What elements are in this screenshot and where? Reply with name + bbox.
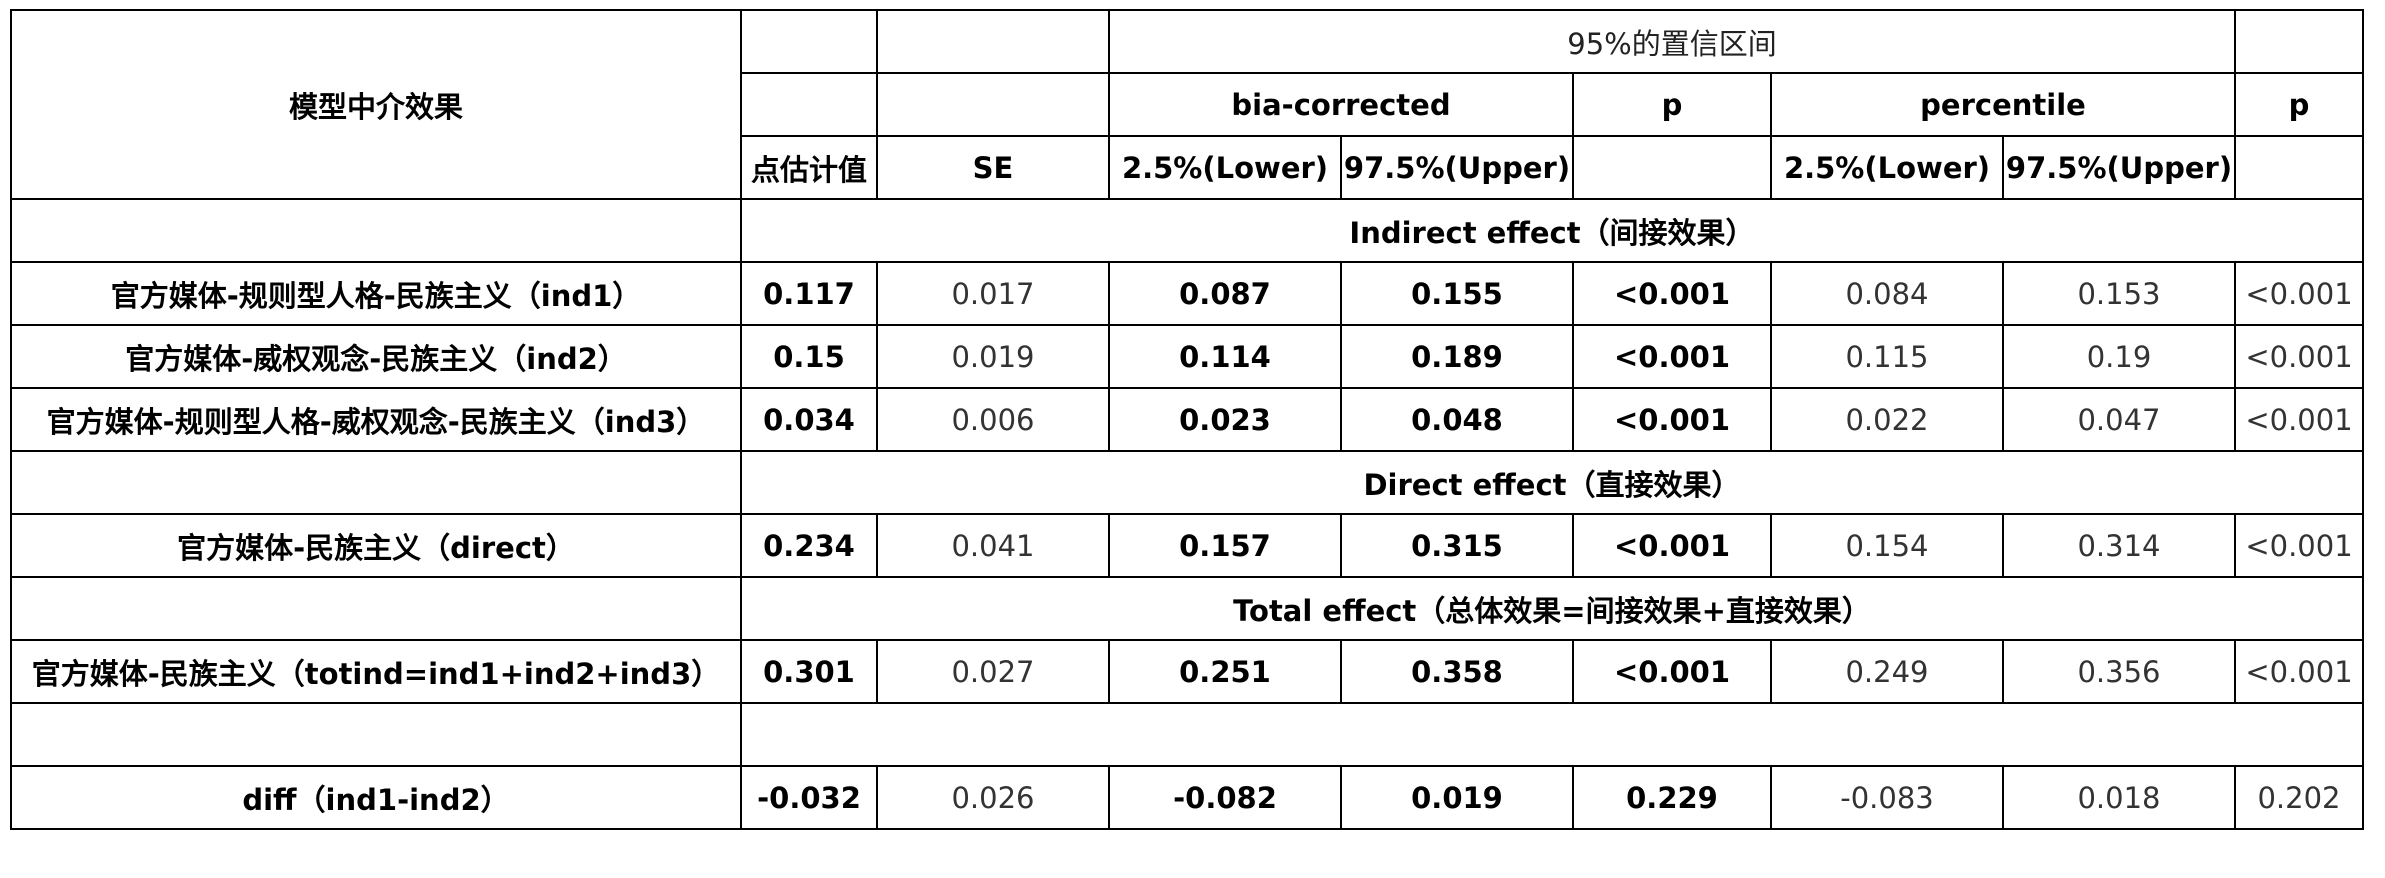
pc-lower-cell: 0.154 — [1770, 513, 2004, 578]
pc-p-cell: 0.202 — [2234, 765, 2364, 830]
header-row-1: 模型中介效果 95%的置信区间 — [10, 9, 2364, 200]
bc-upper-cell: 0.048 — [1340, 387, 1574, 452]
bc-upper-cell: 0.315 — [1340, 513, 1574, 578]
section-title-total: Total effect（总体效果=间接效果+直接效果） — [740, 576, 2364, 641]
pc-p-cell: <0.001 — [2234, 639, 2364, 704]
point-estimate-cell: 0.15 — [740, 324, 878, 389]
pc-upper-cell: 0.018 — [2002, 765, 2236, 830]
bc-p-cell: <0.001 — [1572, 639, 1772, 704]
percentile-header: percentile — [1770, 72, 2236, 137]
bc-lower-cell: 0.114 — [1108, 324, 1342, 389]
section-row-indirect: Indirect effect（间接效果） — [10, 198, 2364, 263]
empty-label-cell — [10, 450, 742, 515]
bc-p-cell: <0.001 — [1572, 387, 1772, 452]
empty-header-cell — [740, 9, 878, 74]
bc-lower-header: 2.5%(Lower) — [1108, 135, 1342, 200]
empty-header-cell — [2234, 9, 2364, 74]
se-cell: 0.041 — [876, 513, 1110, 578]
pc-lower-cell: 0.084 — [1770, 261, 2004, 326]
pc-upper-cell: 0.314 — [2002, 513, 2236, 578]
pc-p-cell: <0.001 — [2234, 261, 2364, 326]
pc-lower-cell: -0.083 — [1770, 765, 2004, 830]
bc-upper-header: 97.5%(Upper) — [1340, 135, 1574, 200]
row-label: 官方媒体-规则型人格-威权观念-民族主义（ind3） — [10, 387, 742, 452]
header-row-3: 点估计值 SE 2.5%(Lower) 97.5%(Upper) 2.5%(Lo… — [11, 135, 2364, 200]
bc-p-cell: <0.001 — [1572, 324, 1772, 389]
se-cell: 0.027 — [876, 639, 1110, 704]
bc-lower-cell: 0.023 — [1108, 387, 1342, 452]
bc-p-cell: <0.001 — [1572, 261, 1772, 326]
se-header: SE — [876, 135, 1110, 200]
bc-p-cell: 0.229 — [1572, 765, 1772, 830]
bc-lower-cell: 0.087 — [1108, 261, 1342, 326]
table-row-ind1: 官方媒体-规则型人格-民族主义（ind1） 0.117 0.017 0.087 … — [10, 261, 2364, 326]
section-title-indirect: Indirect effect（间接效果） — [740, 198, 2364, 263]
empty-header-cell — [1572, 135, 1772, 200]
row-label: diff（ind1-ind2） — [10, 765, 742, 830]
bc-lower-cell: 0.157 — [1108, 513, 1342, 578]
point-estimate-cell: 0.234 — [740, 513, 878, 578]
table-row-diff: diff（ind1-ind2） -0.032 0.026 -0.082 0.01… — [10, 765, 2364, 830]
pc-lower-cell: 0.249 — [1770, 639, 2004, 704]
model-label-header: 模型中介效果 — [10, 9, 742, 200]
row-label: 官方媒体-民族主义（direct） — [10, 513, 742, 578]
pc-upper-cell: 0.153 — [2002, 261, 2236, 326]
empty-header-cell — [876, 9, 1110, 74]
bc-lower-cell: 0.251 — [1108, 639, 1342, 704]
table-row-ind3: 官方媒体-规则型人格-威权观念-民族主义（ind3） 0.034 0.006 0… — [10, 387, 2364, 452]
point-estimate-cell: 0.034 — [740, 387, 878, 452]
ci-header: 95%的置信区间 — [1108, 9, 2236, 74]
point-estimate-cell: 0.117 — [740, 261, 878, 326]
bc-lower-cell: -0.082 — [1108, 765, 1342, 830]
pc-upper-cell: 0.19 — [2002, 324, 2236, 389]
section-row-total: Total effect（总体效果=间接效果+直接效果） — [10, 576, 2364, 641]
empty-spacer-cell — [740, 702, 2364, 767]
table-row-direct: 官方媒体-民族主义（direct） 0.234 0.041 0.157 0.31… — [10, 513, 2364, 578]
empty-header-cell — [2234, 135, 2364, 200]
empty-header-cell — [740, 72, 878, 137]
bia-corrected-header: bia-corrected — [1108, 72, 1574, 137]
pc-p-cell: <0.001 — [2234, 324, 2364, 389]
se-cell: 0.019 — [876, 324, 1110, 389]
pc-p-header: p — [2234, 72, 2364, 137]
bc-p-cell: <0.001 — [1572, 513, 1772, 578]
empty-label-cell — [10, 702, 742, 767]
pc-upper-cell: 0.356 — [2002, 639, 2236, 704]
empty-label-cell — [10, 576, 742, 641]
empty-label-cell — [10, 198, 742, 263]
pc-p-cell: <0.001 — [2234, 513, 2364, 578]
se-cell: 0.017 — [876, 261, 1110, 326]
point-estimate-cell: -0.032 — [740, 765, 878, 830]
point-estimate-cell: 0.301 — [740, 639, 878, 704]
bc-p-header: p — [1572, 72, 1772, 137]
pc-lower-header: 2.5%(Lower) — [1770, 135, 2004, 200]
pc-upper-header: 97.5%(Upper) — [2002, 135, 2236, 200]
empty-row — [10, 702, 2364, 767]
se-cell: 0.026 — [876, 765, 1110, 830]
table-row-total: 官方媒体-民族主义（totind=ind1+ind2+ind3） 0.301 0… — [10, 639, 2364, 704]
bc-upper-cell: 0.019 — [1340, 765, 1574, 830]
se-cell: 0.006 — [876, 387, 1110, 452]
empty-header-cell — [876, 72, 1110, 137]
pc-upper-cell: 0.047 — [2002, 387, 2236, 452]
pc-lower-cell: 0.115 — [1770, 324, 2004, 389]
header-row-2: bia-corrected p percentile p — [11, 72, 2364, 137]
row-label: 官方媒体-威权观念-民族主义（ind2） — [10, 324, 742, 389]
pc-lower-cell: 0.022 — [1770, 387, 2004, 452]
bc-upper-cell: 0.358 — [1340, 639, 1574, 704]
pc-p-cell: <0.001 — [2234, 387, 2364, 452]
row-label: 官方媒体-民族主义（totind=ind1+ind2+ind3） — [10, 639, 742, 704]
section-title-direct: Direct effect（直接效果） — [740, 450, 2364, 515]
section-row-direct: Direct effect（直接效果） — [10, 450, 2364, 515]
point-estimate-header: 点估计值 — [740, 135, 878, 200]
bc-upper-cell: 0.189 — [1340, 324, 1574, 389]
bc-upper-cell: 0.155 — [1340, 261, 1574, 326]
mediation-effect-table: 模型中介效果 95%的置信区间 bia-corrected p percenti… — [10, 9, 2364, 830]
table-row-ind2: 官方媒体-威权观念-民族主义（ind2） 0.15 0.019 0.114 0.… — [10, 324, 2364, 389]
row-label: 官方媒体-规则型人格-民族主义（ind1） — [10, 261, 742, 326]
